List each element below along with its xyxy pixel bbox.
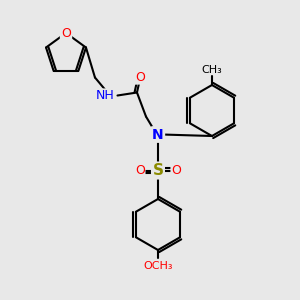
Text: O: O (135, 71, 145, 84)
Text: O: O (61, 26, 71, 40)
Text: OCH₃: OCH₃ (143, 260, 173, 271)
Text: NH: NH (96, 89, 115, 102)
Text: O: O (135, 164, 145, 177)
Text: CH₃: CH₃ (202, 64, 222, 74)
Text: N: N (152, 128, 164, 142)
Text: O: O (171, 164, 181, 177)
Text: S: S (152, 163, 164, 178)
